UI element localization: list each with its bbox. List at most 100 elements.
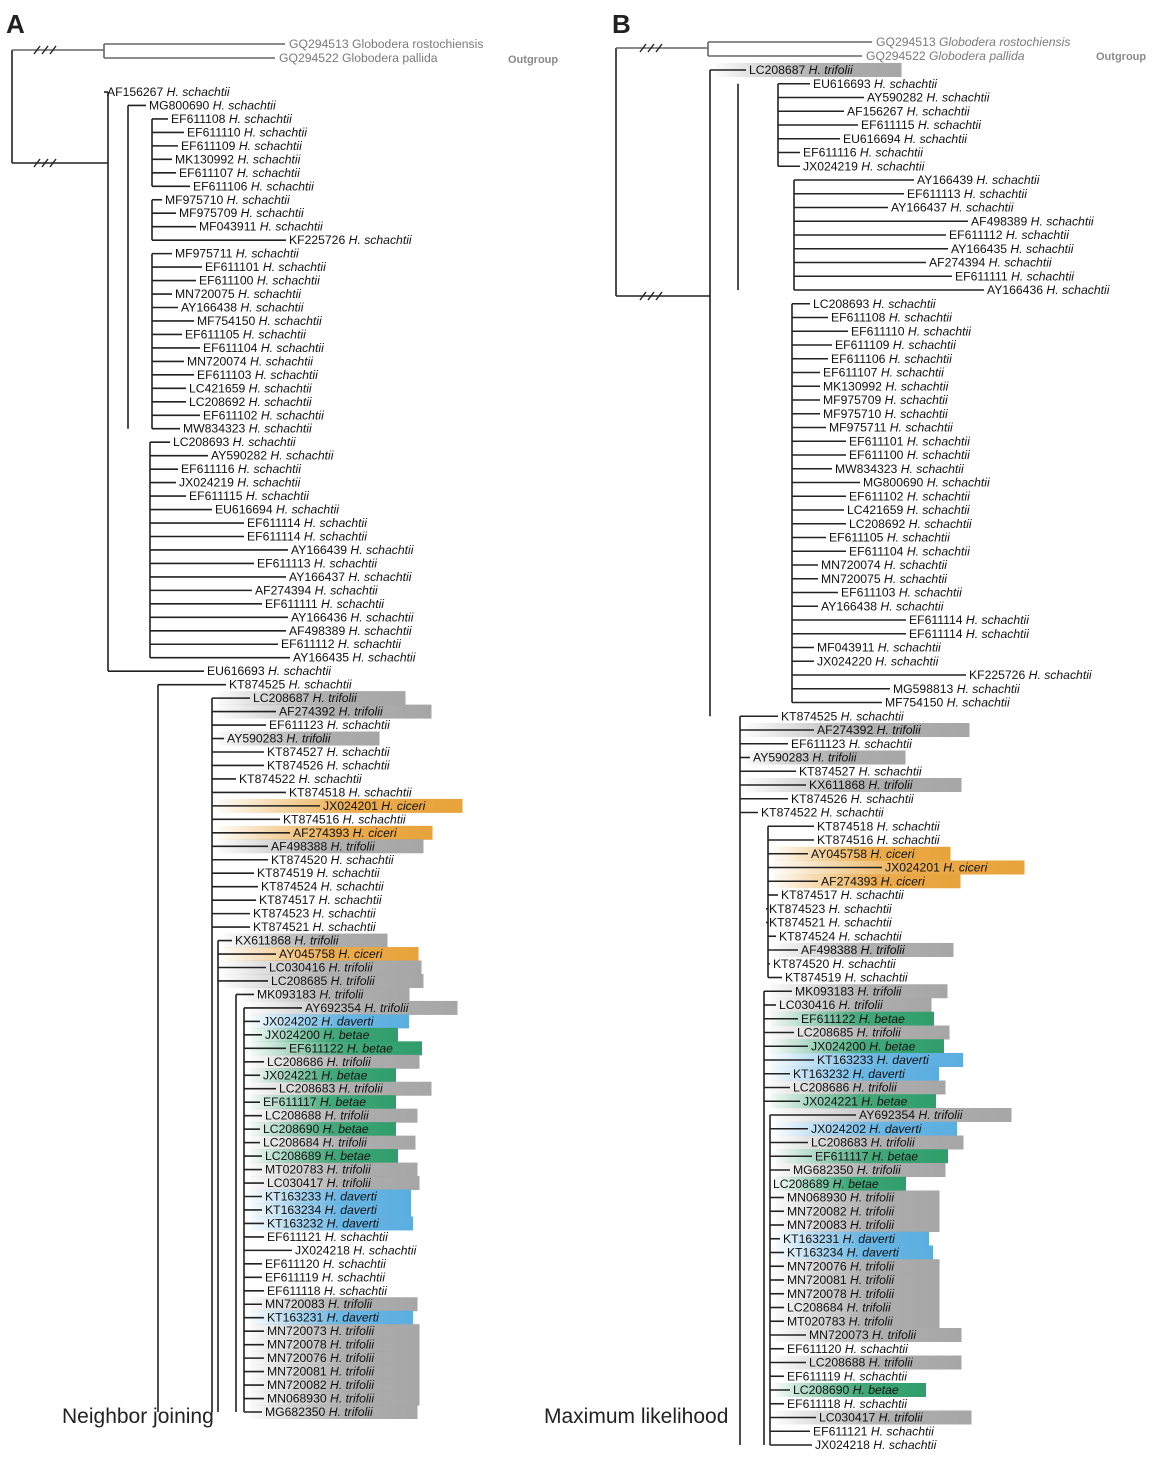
taxon-label: EF611123 H. schachtii bbox=[269, 718, 390, 732]
species-name: H. schachtii bbox=[322, 1270, 385, 1284]
species-name: H. schachtii bbox=[236, 247, 299, 261]
species-name: H. trifolii bbox=[330, 1324, 374, 1338]
species-name: H. schachtii bbox=[989, 256, 1052, 270]
outgroup-taxon-label: GQ294513 Globodera rostochiensis bbox=[876, 35, 1070, 49]
species-name: H. trifolii bbox=[850, 1191, 894, 1205]
taxon-label: LC030417 H. trifolii bbox=[267, 1176, 371, 1190]
species-name: H. schachtii bbox=[350, 543, 413, 557]
species-name: H. schachtii bbox=[263, 260, 326, 274]
branch-break-mark bbox=[49, 45, 57, 55]
species-name: H. schachtii bbox=[875, 654, 938, 668]
accession: MG682350 bbox=[265, 1405, 329, 1419]
species-name: H. betae bbox=[861, 1094, 907, 1108]
species-highlight bbox=[250, 1364, 420, 1379]
accession: KT874517 bbox=[259, 893, 319, 907]
species-highlight bbox=[774, 846, 951, 861]
species-name: H. schachtii bbox=[927, 476, 990, 490]
species-highlight bbox=[224, 933, 388, 948]
taxon-label: JX024218 H. schachtii bbox=[295, 1243, 417, 1257]
species-name: H. schachtii bbox=[353, 1243, 416, 1257]
accession: EU616694 bbox=[215, 503, 276, 517]
accession: KT874525 bbox=[781, 709, 841, 723]
taxon-label: AF274393 H. ciceri bbox=[821, 874, 925, 888]
species-name: H. schachtii bbox=[240, 301, 303, 315]
species-name: H. daverti bbox=[321, 1014, 373, 1028]
accession: KT874520 bbox=[271, 853, 331, 867]
taxon-label: KT874519 H. schachtii bbox=[257, 866, 380, 880]
accession: AF498388 bbox=[271, 839, 331, 853]
species-name: H. betae bbox=[320, 1095, 366, 1109]
accession: AY166435 bbox=[951, 242, 1010, 256]
taxon-label: JX024201 H. ciceri bbox=[885, 861, 988, 875]
accession: MF975709 bbox=[823, 393, 885, 407]
taxon-label: AF274392 H. trifolii bbox=[279, 705, 383, 719]
accession: EF611116 bbox=[803, 146, 860, 160]
species-highlight bbox=[776, 1135, 964, 1150]
accession: LC208693 bbox=[173, 435, 233, 449]
accession: JX024219 bbox=[179, 476, 237, 490]
species-highlight bbox=[776, 1176, 906, 1191]
species-highlight bbox=[224, 947, 419, 962]
species-name: H. schachtii bbox=[327, 745, 390, 759]
species-highlight bbox=[774, 860, 1025, 875]
accession: KT874526 bbox=[267, 758, 327, 772]
species-name: H. schachtii bbox=[314, 556, 377, 570]
panel-b-method-title: Maximum likelihood bbox=[544, 1405, 728, 1428]
outgroup-taxon-label: GQ294513 Globodera rostochiensis bbox=[289, 37, 483, 51]
species-highlight bbox=[770, 1025, 950, 1040]
accession: KT874523 bbox=[769, 902, 829, 916]
accession: LC208689 bbox=[265, 1149, 325, 1163]
species-name: H. schachtii bbox=[343, 812, 406, 826]
species-highlight bbox=[250, 1135, 416, 1150]
accession: EF611104 bbox=[849, 544, 907, 558]
accession: KT163232 bbox=[793, 1067, 853, 1081]
species-name: H. schachtii bbox=[904, 132, 967, 146]
accession: MT020783 bbox=[787, 1314, 849, 1328]
species-name: H. schachtii bbox=[1029, 668, 1092, 682]
taxon-label: KT874525 H. schachtii bbox=[229, 678, 352, 692]
taxon-label: MG800690 H. schachtii bbox=[863, 476, 990, 490]
species-name: H. schachtii bbox=[249, 395, 312, 409]
species-name: H. schachtii bbox=[243, 327, 306, 341]
species-name: H. schachtii bbox=[237, 166, 300, 180]
taxon-label: KT874521 H. schachtii bbox=[253, 920, 376, 934]
taxon-label: KT874520 H. schachtii bbox=[773, 957, 896, 971]
species-highlight bbox=[746, 723, 970, 737]
taxon-label: EF611107 H. schachtii bbox=[179, 166, 300, 180]
taxon-label: LC208689 H. betae bbox=[773, 1177, 879, 1191]
accession: KT874521 bbox=[253, 920, 313, 934]
species-name: H. schachtii bbox=[851, 792, 914, 806]
accession: MN068930 bbox=[267, 1392, 330, 1406]
accession: LC208692 bbox=[849, 517, 909, 531]
species-name: H. schachtii bbox=[841, 709, 904, 723]
taxon-label: EF611114 H. schachtii bbox=[909, 613, 1029, 627]
species-name: H. schachtii bbox=[229, 112, 292, 126]
accession: EF611108 bbox=[831, 311, 889, 325]
accession: MN720074 bbox=[821, 558, 884, 572]
species-name: H. schachtii bbox=[261, 408, 324, 422]
taxon-label: AY045758 H. ciceri bbox=[811, 847, 915, 861]
taxon-label: AF274394 H. schachtii bbox=[255, 583, 378, 597]
accession: JX024218 bbox=[295, 1243, 353, 1257]
branch-break-mark bbox=[655, 43, 663, 53]
species-name: H. schachtii bbox=[966, 613, 1029, 627]
taxon-label: EF611100 H. schachtii bbox=[199, 274, 320, 288]
taxon-label: EF611120 H. schachtii bbox=[787, 1342, 908, 1356]
species-name: H. daverti bbox=[843, 1232, 895, 1246]
taxon-label: LC208683 H. trifolii bbox=[811, 1136, 915, 1150]
accession: MK093183 bbox=[795, 984, 857, 998]
taxon-label: LC421659 H. schachtii bbox=[189, 381, 312, 395]
species-name: H. trifolii bbox=[869, 1356, 913, 1370]
accession: EF611122 bbox=[289, 1041, 347, 1055]
accession: KT874526 bbox=[791, 792, 851, 806]
species-name: H. schachtii bbox=[257, 274, 320, 288]
accession: LC208683 bbox=[811, 1136, 871, 1150]
taxon-label: LC030417 H. trifolii bbox=[819, 1411, 923, 1425]
accession: AF156267 bbox=[847, 104, 907, 118]
taxon-label: EF611105 H. schachtii bbox=[829, 531, 950, 545]
taxon-label: EF611101 H. schachtii bbox=[849, 434, 970, 448]
accession: EF611101 bbox=[205, 260, 263, 274]
species-highlight bbox=[250, 1216, 413, 1231]
taxon-label: EF611119 H. schachtii bbox=[265, 1270, 385, 1284]
species-name: H. schachtii bbox=[909, 517, 972, 531]
